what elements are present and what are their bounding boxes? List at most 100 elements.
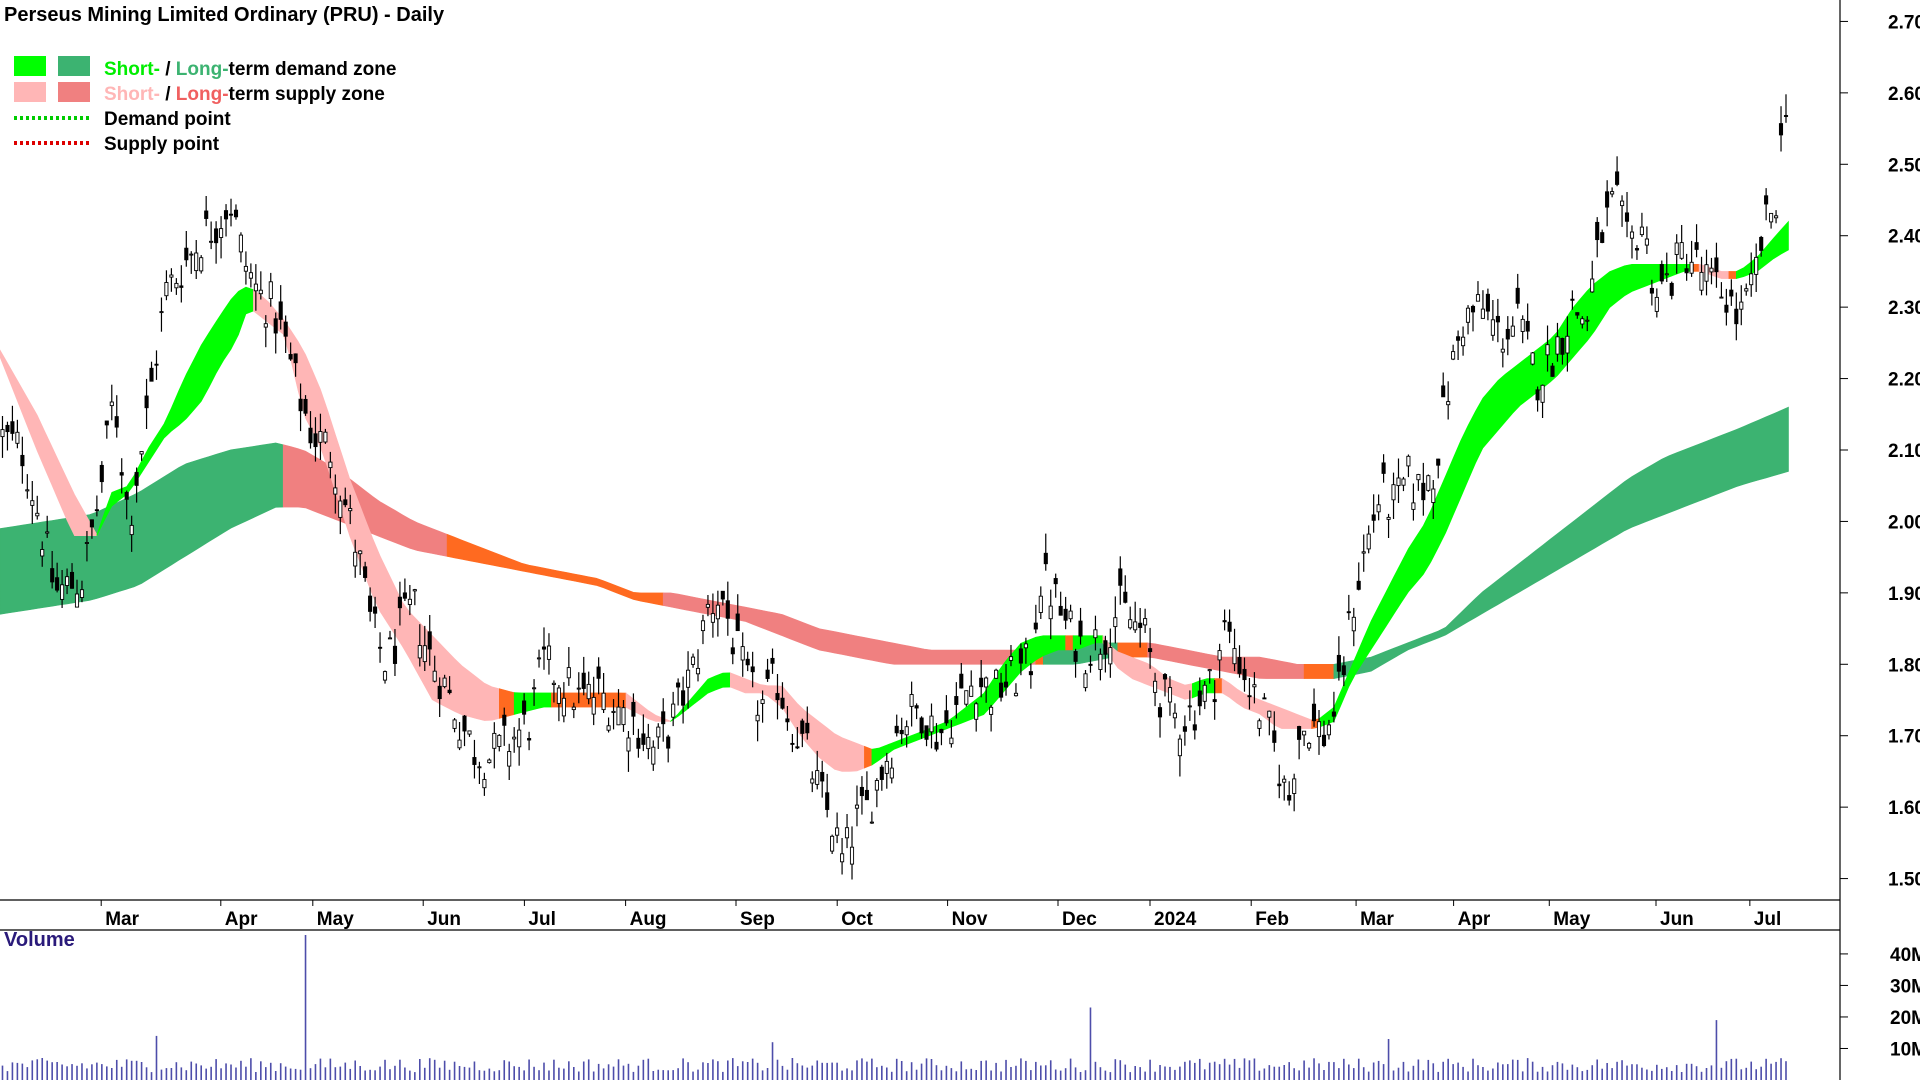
candle-body [50, 568, 55, 583]
candle-body [1475, 294, 1481, 302]
candle-body [725, 600, 730, 619]
candle [55, 562, 60, 593]
candle-body [1038, 595, 1043, 613]
x-tick-label: 2024 [1154, 909, 1197, 930]
candle [1684, 253, 1689, 281]
candle [268, 272, 273, 307]
candle [378, 632, 383, 663]
candle [1461, 326, 1466, 356]
candle-body [1108, 647, 1113, 665]
candle-body [5, 424, 10, 433]
candle [512, 727, 517, 753]
candle-body [1083, 673, 1088, 689]
candle-body [1764, 195, 1769, 205]
candle-body [1063, 608, 1068, 621]
candle-body [1545, 344, 1550, 356]
candle [949, 720, 954, 748]
candle-body [835, 827, 840, 836]
candle-body [561, 697, 566, 717]
candle-body [840, 853, 845, 863]
volume-y-tick-label: 30M [1890, 976, 1920, 997]
candle-body [219, 228, 224, 238]
candle-body [1699, 271, 1704, 291]
candle-body [1783, 115, 1789, 117]
candle-body [1361, 551, 1366, 554]
candle [1212, 680, 1217, 720]
candle [1689, 240, 1694, 277]
candle [1307, 741, 1312, 751]
candle [785, 706, 790, 731]
candle [1605, 180, 1610, 227]
candle [1381, 454, 1386, 483]
candle [124, 490, 129, 520]
candle [1262, 693, 1267, 700]
candle-body [328, 461, 333, 469]
candle-body [1555, 336, 1560, 355]
candle-body [780, 697, 785, 709]
candle-body [1659, 264, 1664, 282]
legend-swatch-long-supply [58, 82, 90, 102]
candle-body [1495, 315, 1500, 323]
candle-body [1674, 242, 1679, 255]
legend-demand-long: Long- [176, 59, 229, 80]
candle [1053, 573, 1058, 598]
candle-body [238, 234, 243, 253]
candle-body [1769, 212, 1774, 223]
candle-body [1088, 663, 1093, 666]
y-tick-label: 1.60 [1888, 798, 1920, 819]
candle-body [288, 354, 293, 360]
candle-body [919, 717, 924, 734]
candle-body [1406, 455, 1411, 467]
candle [1530, 352, 1535, 366]
candle [1754, 243, 1759, 292]
candle-body [1714, 257, 1719, 273]
y-tick-label: 1.50 [1888, 870, 1920, 891]
y-tick-label: 2.00 [1888, 512, 1920, 533]
candle [527, 731, 532, 751]
candle [452, 718, 457, 733]
candle-body [263, 323, 268, 328]
candle [1361, 534, 1366, 572]
candle-body [487, 759, 492, 764]
candle-body [248, 272, 253, 279]
candle-body [84, 542, 89, 544]
candle-body [676, 682, 681, 688]
candle [1764, 188, 1769, 221]
candle-body [805, 722, 810, 734]
candle-body [174, 282, 179, 289]
candle-body [1252, 684, 1257, 688]
candle-body [969, 685, 974, 697]
candle-body [233, 209, 239, 218]
candle [840, 838, 845, 875]
y-tick-label: 2.30 [1888, 298, 1920, 319]
candle-body [611, 710, 616, 713]
candle [616, 689, 621, 726]
candle-body [1654, 296, 1659, 312]
candle-body [914, 705, 919, 709]
candle-body [1292, 778, 1297, 794]
candle-body [1664, 273, 1669, 276]
candle [1555, 322, 1560, 362]
candle [1043, 533, 1048, 571]
candle-body [1480, 308, 1485, 319]
candle-body [1053, 578, 1058, 585]
candle [566, 647, 571, 686]
candle [1118, 556, 1123, 605]
candle [1624, 192, 1630, 238]
candle-body [536, 657, 542, 660]
candle-body [527, 738, 532, 741]
short-term-zone-segment-9 [864, 745, 873, 769]
candle [884, 752, 889, 789]
candle [929, 703, 934, 749]
short-term-zone-segment-11 [1065, 635, 1074, 651]
candle-body [1520, 318, 1525, 332]
candle [1490, 300, 1495, 341]
candle [328, 451, 333, 479]
candle-body [825, 792, 830, 810]
candle [1108, 628, 1113, 678]
candle [864, 771, 869, 801]
candle [735, 594, 740, 632]
candle-body [119, 472, 124, 476]
candle [532, 679, 537, 706]
candle-body [616, 706, 621, 726]
